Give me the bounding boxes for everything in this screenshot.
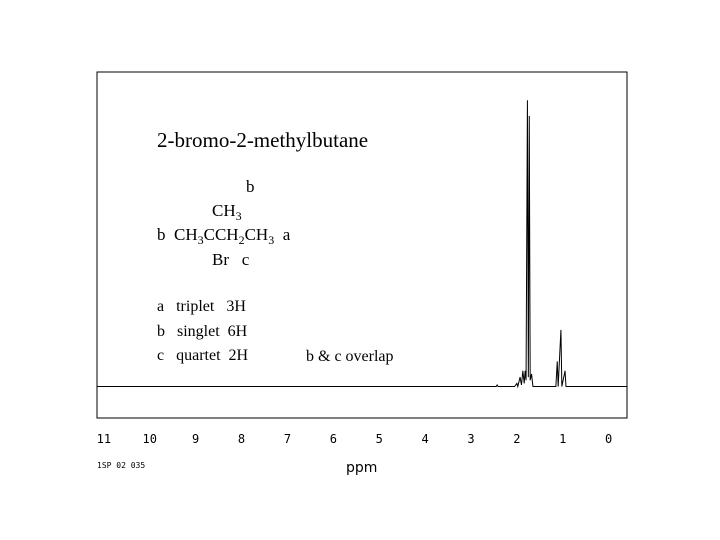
spectrum-line bbox=[97, 100, 627, 389]
x-axis-label: ppm bbox=[346, 460, 377, 476]
structure-text: CH bbox=[212, 201, 236, 220]
x-tick-label: 4 bbox=[421, 432, 428, 446]
structure-text: Br c bbox=[212, 250, 250, 269]
annotation: b singlet 6H bbox=[157, 323, 248, 340]
structure-subscript: 2 bbox=[239, 233, 245, 247]
x-tick-label: 2 bbox=[513, 432, 520, 446]
chart-title: 2-bromo-2-methylbutane bbox=[157, 128, 368, 152]
structure-text: b CH bbox=[157, 225, 198, 244]
structure-text: CH bbox=[245, 225, 269, 244]
x-tick-label: 7 bbox=[284, 432, 291, 446]
x-tick-label: 6 bbox=[330, 432, 337, 446]
annotation: c quartet 2H bbox=[157, 347, 249, 364]
structure-line: CH3​ bbox=[212, 201, 242, 223]
annotation: a triplet 3H bbox=[157, 298, 246, 315]
structure-line: b CH3​CCH2​CH3​ a bbox=[157, 225, 291, 247]
structure-text: CCH bbox=[204, 225, 239, 244]
x-tick-label: 8 bbox=[238, 432, 245, 446]
plot-frame bbox=[96, 71, 628, 419]
structure-subscript: 3 bbox=[198, 233, 204, 247]
structure-text: a bbox=[274, 225, 291, 244]
annotation: b & c overlap bbox=[306, 348, 394, 365]
x-tick-label: 11 bbox=[97, 432, 111, 446]
structure-line: Br c bbox=[212, 250, 250, 269]
footnote: 1SP 02 035 bbox=[97, 461, 145, 470]
x-tick-label: 0 bbox=[605, 432, 612, 446]
structure-line: b bbox=[246, 177, 255, 196]
x-tick-label: 3 bbox=[467, 432, 474, 446]
x-tick-label: 10 bbox=[143, 432, 157, 446]
structure-text: b bbox=[246, 177, 255, 196]
structure-subscript: 3 bbox=[236, 209, 242, 223]
x-tick-label: 1 bbox=[559, 432, 566, 446]
x-tick-label: 9 bbox=[192, 432, 199, 446]
x-tick-label: 5 bbox=[376, 432, 383, 446]
structure-subscript: 3 bbox=[268, 233, 274, 247]
